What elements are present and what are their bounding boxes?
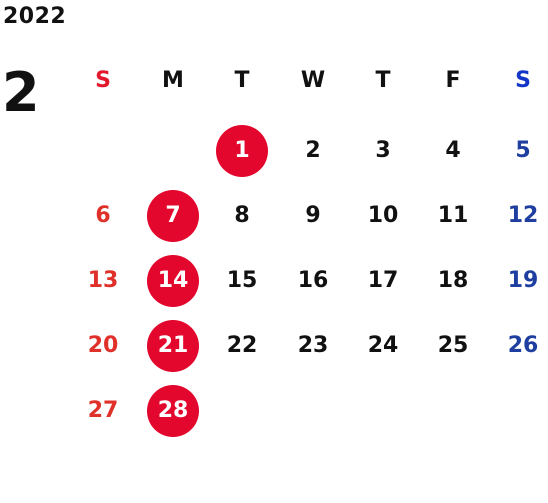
weekday-header-3: W <box>300 68 326 93</box>
day-cell-15[interactable]: 15 <box>226 268 258 293</box>
day-cell-12[interactable]: 12 <box>507 203 539 228</box>
day-cell-28[interactable]: 28 <box>157 398 189 423</box>
weekday-header-2: T <box>234 68 250 93</box>
day-cell-25[interactable]: 25 <box>437 333 469 358</box>
day-cell-26[interactable]: 26 <box>507 333 539 358</box>
day-cell-9[interactable]: 9 <box>305 203 321 228</box>
weekday-header-5: F <box>445 68 461 93</box>
day-cell-23[interactable]: 23 <box>297 333 329 358</box>
day-cell-14[interactable]: 14 <box>157 268 189 293</box>
day-cell-11[interactable]: 11 <box>437 203 469 228</box>
day-cell-13[interactable]: 13 <box>87 268 119 293</box>
day-cell-1[interactable]: 1 <box>234 138 250 163</box>
day-cell-24[interactable]: 24 <box>367 333 399 358</box>
year-label: 2022 <box>3 4 67 29</box>
highlight-circle <box>216 125 268 177</box>
day-cell-20[interactable]: 20 <box>87 333 119 358</box>
highlight-circle <box>147 190 199 242</box>
day-cell-2[interactable]: 2 <box>305 138 321 163</box>
weekday-header-6: S <box>515 68 531 93</box>
day-cell-3[interactable]: 3 <box>375 138 391 163</box>
day-cell-5[interactable]: 5 <box>515 138 531 163</box>
day-cell-21[interactable]: 21 <box>157 333 189 358</box>
day-cell-7[interactable]: 7 <box>165 203 181 228</box>
day-cell-8[interactable]: 8 <box>234 203 250 228</box>
day-cell-10[interactable]: 10 <box>367 203 399 228</box>
weekday-header-1: M <box>162 68 184 93</box>
day-cell-27[interactable]: 27 <box>87 398 119 423</box>
day-cell-19[interactable]: 19 <box>507 268 539 293</box>
month-number: 2 <box>2 61 40 124</box>
weekday-header-4: T <box>375 68 391 93</box>
day-cell-6[interactable]: 6 <box>95 203 111 228</box>
day-cell-17[interactable]: 17 <box>367 268 399 293</box>
day-cell-4[interactable]: 4 <box>445 138 461 163</box>
day-cell-22[interactable]: 22 <box>226 333 258 358</box>
day-cell-16[interactable]: 16 <box>297 268 329 293</box>
highlight-circle <box>147 320 199 372</box>
highlight-circle <box>147 255 199 307</box>
day-cell-18[interactable]: 18 <box>437 268 469 293</box>
weekday-header-0: S <box>95 68 111 93</box>
highlight-circle <box>147 385 199 437</box>
